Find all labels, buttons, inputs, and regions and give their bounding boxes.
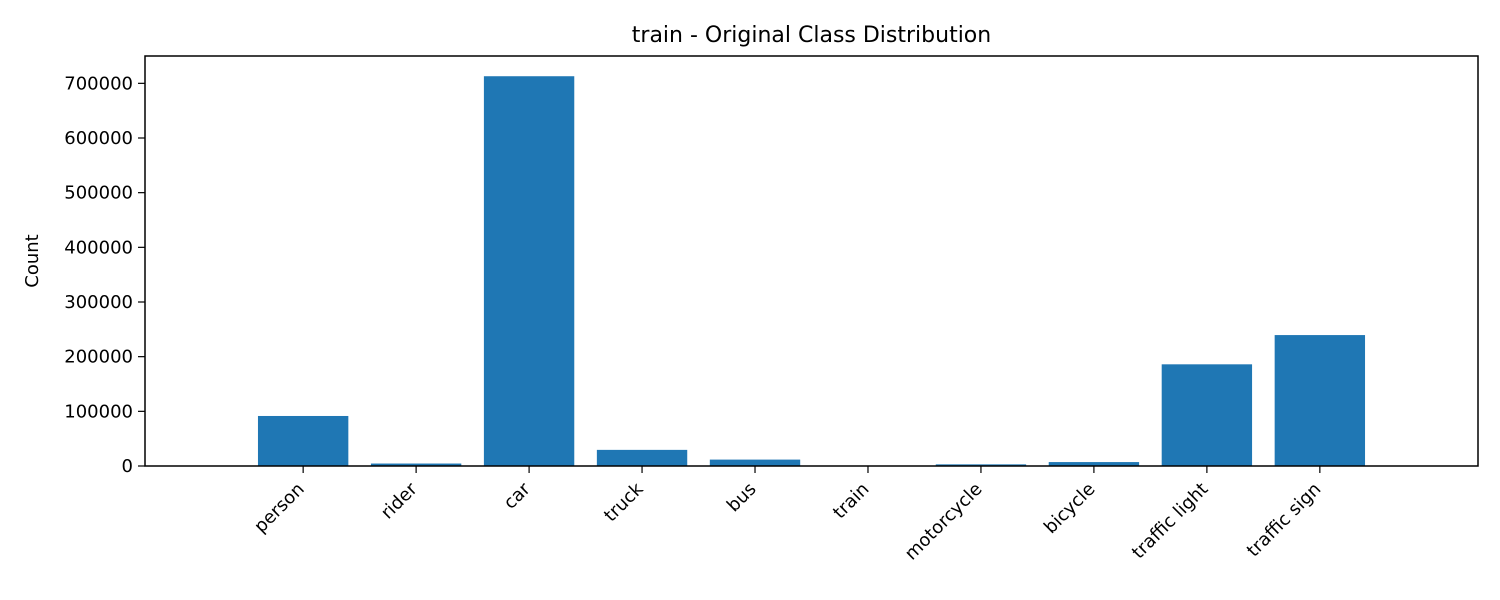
bar-rider [370,463,462,466]
x-tick-label: car [500,478,535,513]
bar-bus [709,459,801,466]
y-tick-label: 300000 [64,292,133,313]
plot-frame [144,55,1479,467]
bar-traffic-sign [1274,335,1366,466]
y-tick-label: 500000 [64,183,133,204]
x-tick-label: rider [377,478,422,523]
y-tick-label: 600000 [64,128,133,149]
bar-traffic-light [1161,364,1253,466]
bar-bicycle [1048,462,1140,466]
y-axis-ticks: 0 100000 200000 300000 400000 500000 600000 700… [64,73,145,477]
bars-group [257,76,1366,466]
bar-car [483,76,575,466]
chart-title: train - Original Class Distribution [632,23,991,48]
x-tick-label: person [250,479,308,537]
y-tick-label: 200000 [64,347,133,368]
x-tick-label: bus [723,479,761,517]
y-tick-label: 400000 [64,237,133,258]
x-tick-label: train [829,479,873,523]
y-axis-label: Count [22,234,43,287]
x-tick-label: traffic sign [1243,479,1326,562]
bar-motorcycle [935,464,1027,466]
x-tick-label: truck [600,478,648,526]
y-tick-label: 0 [122,456,133,477]
y-tick-label: 100000 [64,401,133,422]
x-axis-ticks: person rider car truck bus train motorcycle bic… [250,466,1325,564]
bar-person [257,415,349,466]
y-tick-label: 700000 [64,73,133,94]
bar-truck [596,449,688,466]
x-tick-label: motorcycle [901,479,987,565]
x-tick-label: bicycle [1040,479,1099,538]
x-tick-label: traffic light [1128,479,1212,563]
